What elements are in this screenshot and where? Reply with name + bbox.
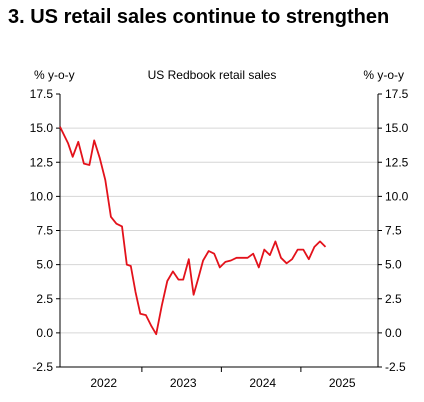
y-tick-label-right: 15.0 [385,121,409,135]
y-tick-label-right: 17.5 [385,87,409,101]
y-tick-label-left: 7.5 [36,224,53,238]
y-tick-label-left: 2.5 [36,292,53,306]
series-line [59,126,327,336]
y-tick-label-left: 12.5 [30,155,54,169]
y-tick-label-left: 0.0 [36,326,53,340]
x-tick-label-2025: 2025 [329,376,356,390]
y-tick-label-right: 12.5 [385,155,409,169]
y-tick-label-left: 15.0 [30,121,54,135]
y-tick-label-right: 10.0 [385,189,409,203]
y-tick-label-left: 17.5 [30,87,54,101]
y-tick-label-right: 7.5 [385,224,402,238]
y-tick-label-left: 10.0 [30,189,54,203]
y-axis-label-left: % y-o-y [34,68,75,82]
x-tick-label-2023: 2023 [170,376,197,390]
x-tick-label-2022: 2022 [90,376,117,390]
chart-title: 3. US retail sales continue to strengthe… [8,6,390,28]
y-axis-label-right: % y-o-y [363,68,404,82]
y-tick-label-left: 5.0 [36,258,53,272]
x-tick-label-2024: 2024 [249,376,276,390]
y-tick-label-right: -2.5 [385,360,406,374]
y-tick-label-right: 5.0 [385,258,402,272]
y-tick-label-right: 2.5 [385,292,402,306]
y-tick-label-left: -2.5 [32,360,53,374]
chart-subtitle: US Redbook retail sales [147,68,277,82]
y-tick-label-right: 0.0 [385,326,402,340]
